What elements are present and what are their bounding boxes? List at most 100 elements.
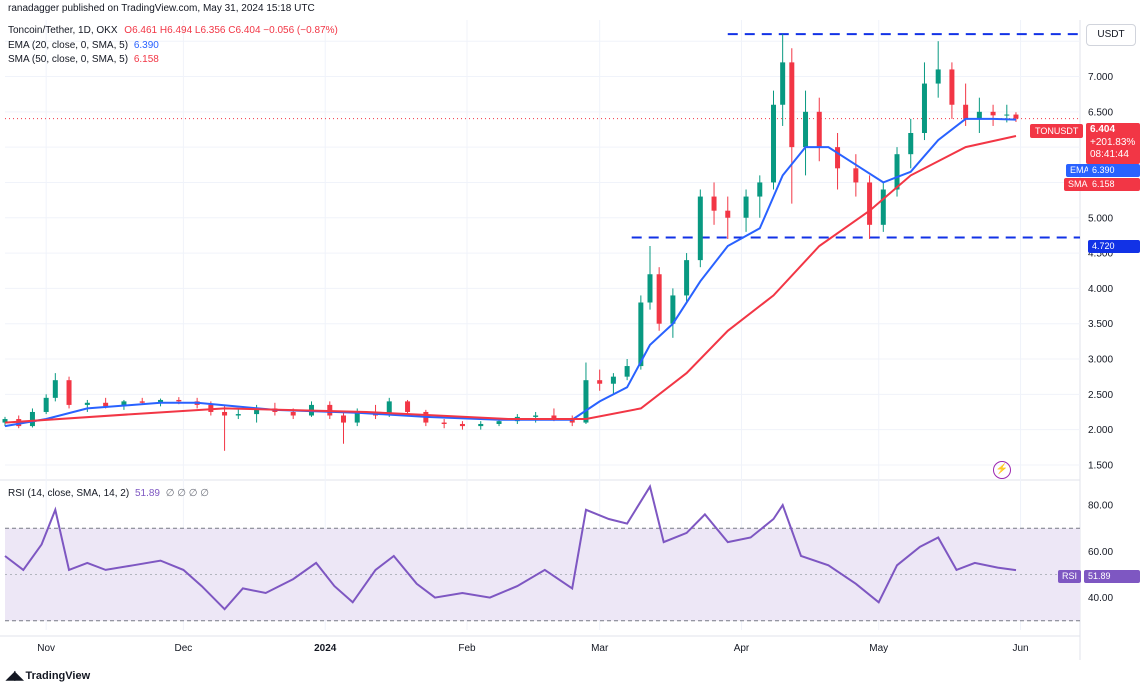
candle-body [894,154,900,190]
ohlc-readout: O6.461 H6.494 L6.356 C6.404 −0.056 (−0.8… [124,25,338,36]
sma-legend[interactable]: SMA (50, close, 0, SMA, 5) 6.158 [8,54,159,65]
candle-body [976,111,982,119]
candle-body [354,411,360,423]
sma-line [4,135,1017,424]
rsi-line [4,484,1017,611]
tradingview-brand: TradingView [25,670,91,682]
symbol-title: Toncoin/Tether, 1D, OKX [8,25,118,36]
price-tick-label: 3.500 [1088,319,1113,330]
sma-value: 6.158 [133,54,159,65]
rsi-label: RSI (14, close, SMA, 14, 2) [8,488,130,499]
candle-body [405,401,411,412]
candle-body [1013,114,1019,119]
candle-body [254,408,260,415]
time-tick-label: Jun [1012,643,1028,654]
ema-label: EMA (20, close, 0, SMA, 5) [8,40,129,51]
price-tick-label: 2.000 [1088,425,1113,436]
candle-body [597,380,603,384]
ema-legend[interactable]: EMA (20, close, 0, SMA, 5) 6.390 [8,40,159,51]
rsi-tick-label: 60.00 [1088,547,1113,558]
price-tick-label: 4.000 [1088,284,1113,295]
ema-value: 6.390 [133,40,159,51]
symbol-header: Toncoin/Tether, 1D, OKX O6.461 H6.494 L6… [8,25,338,36]
price-tick-label: 4.500 [1088,249,1113,260]
rsi-tick-label: 40.00 [1088,593,1113,604]
bar-countdown: 08:41:44 [1090,149,1129,160]
rsi-tag-value: 51.89 [1084,570,1140,583]
candle-body [867,182,873,225]
price-tick-label: 3.000 [1088,355,1113,366]
ema-tag-name: EMA [1066,164,1094,177]
publish-line: ranadagger published on TradingView.com,… [8,3,315,14]
candle-body [533,415,539,417]
price-tick-label: 1.500 [1088,460,1113,471]
candle-body [478,423,484,427]
candle-body [29,411,35,427]
time-tick-label: Feb [458,643,476,654]
candle-body [624,366,630,377]
tradingview-logo: ◢◣ TradingView [6,668,90,682]
time-tick-label: Mar [591,643,609,654]
last-price: 6.404 [1090,124,1116,135]
candle-body [647,274,653,303]
candle-body [84,402,90,405]
currency-button[interactable]: USDT [1086,24,1136,46]
sma-tag-value: 6.158 [1088,178,1140,191]
time-tick-label: Apr [734,643,750,654]
candle-body [66,380,72,405]
ema-tag-value: 6.390 [1088,164,1140,177]
candle-body [757,182,763,197]
candle-body [780,62,786,105]
rsi-pane [4,484,1080,622]
time-tick-label: Nov [37,643,55,654]
candle-body [551,415,557,420]
candle-body [290,411,296,416]
ticker-badge: TONUSDT [1030,124,1084,138]
replay-icon[interactable]: ⚡ [993,461,1011,479]
candle-body [963,104,969,119]
candle-body [921,83,927,133]
price-change: +201.83% [1090,136,1136,148]
candle-body [43,397,49,412]
candle-body [803,111,809,148]
candle-body [711,196,717,211]
tradingview-logo-icon: ◢◣ [6,668,23,682]
candle-body [880,189,886,225]
rsi-extra: ∅ ∅ ∅ ∅ [165,488,209,499]
price-tick-label: 6.500 [1088,107,1113,118]
price-tick-label: 7.000 [1088,72,1113,83]
time-tick-label: May [869,643,888,654]
candle-body [684,260,690,296]
price-tick-label: 5.000 [1088,213,1113,224]
price-pane [2,33,1080,451]
candle-body [158,399,164,403]
candle-body [670,295,676,324]
candle-body [496,421,502,424]
candle-body [139,401,145,403]
support-level-tag: 4.720 [1088,240,1140,253]
rsi-legend[interactable]: RSI (14, close, SMA, 14, 2) 51.89 ∅ ∅ ∅ … [8,488,209,499]
candle-body [835,147,841,169]
candle-body [2,419,8,423]
candle-body [235,414,241,416]
candle-body [789,62,795,148]
candle-body [990,111,996,116]
candle-body [697,196,703,261]
candle-body [459,423,465,427]
candle-body [816,111,822,148]
candle-body [935,69,941,84]
price-tick-label: 2.500 [1088,390,1113,401]
time-tick-label: 2024 [314,643,337,654]
candle-body [725,210,731,218]
candle-body [569,419,575,423]
candle-body [656,274,662,324]
rsi-value: 51.89 [134,488,160,499]
publish-text: ranadagger published on TradingView.com,… [8,3,315,14]
ema-line [4,117,1017,428]
candle-body [176,399,182,402]
time-tick-label: Dec [175,643,193,654]
candle-body [386,401,392,416]
candle-body [743,196,749,218]
candle-body [949,69,955,105]
